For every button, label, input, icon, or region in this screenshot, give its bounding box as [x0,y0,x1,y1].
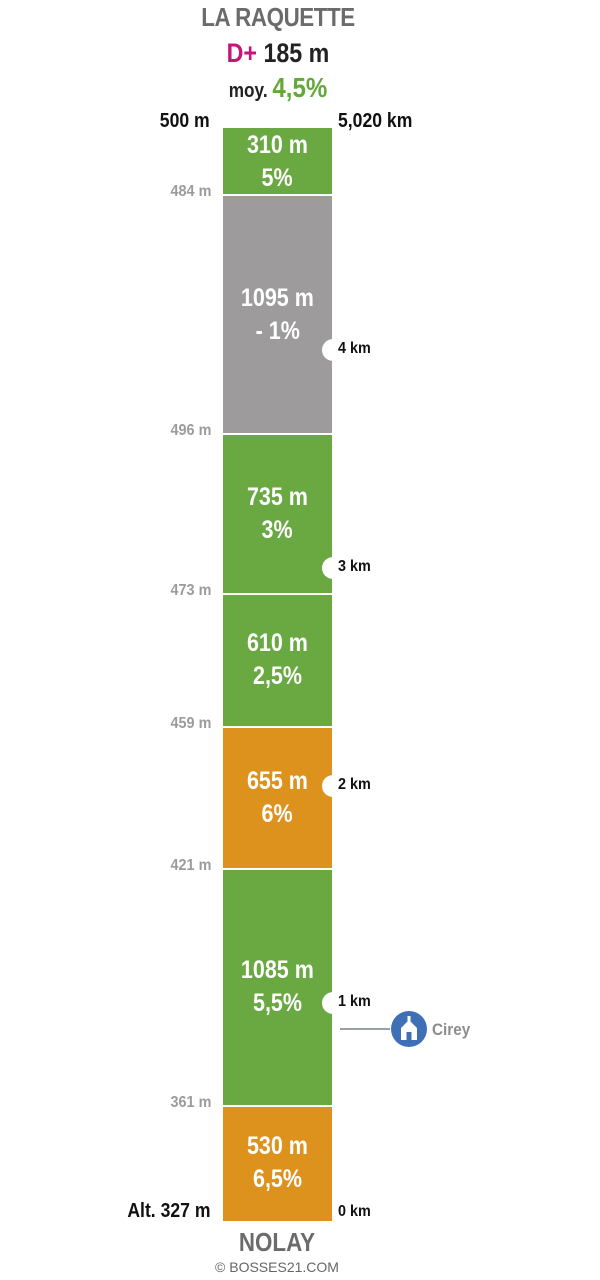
segment-6: 1095 m - 1% [223,195,332,434]
copyright: © BOSSES21.COM [215,1259,339,1275]
altitude-label: 361 m [170,1093,211,1111]
segment-divider [223,725,332,728]
km-marker-label: 1 km [338,993,371,1011]
segment-5: 735 m 3% [223,433,332,594]
segment-length: 1095 m [241,283,314,312]
km-marker-notch [322,556,344,579]
segment-gradient: 2,5% [252,662,302,691]
segment-1: 530 m 6,5% [223,1105,332,1221]
elevation-gain-prefix: D+ [226,38,258,68]
segment-4: 610 m 2,5% [223,593,332,727]
start-name: NOLAY [238,1227,316,1257]
average-gradient-value: 4,5% [272,72,328,103]
altitude-label: 484 m [170,183,211,201]
altitude-label: 421 m [170,857,211,875]
altitude-label: 496 m [170,421,211,439]
km-marker-label: 3 km [338,557,371,575]
segment-divider [223,194,332,197]
km-marker-notch [322,992,344,1015]
segment-3: 655 m 6% [223,726,332,870]
segment-length: 610 m [247,629,308,658]
start-distance: 0 km [338,1203,371,1220]
segment-divider [223,432,332,435]
segment-gradient: 6% [261,800,294,829]
segment-gradient: 3% [261,515,294,544]
average-gradient-prefix: moy. [228,80,268,102]
church-icon [391,1011,427,1047]
poi-name: Cirey [432,1020,471,1039]
altitude-label: 473 m [170,581,211,599]
climb-title: LA RAQUETTE [201,2,355,32]
poi-connector [340,1028,390,1030]
segment-gradient: - 1% [255,316,300,345]
segment-length: 530 m [247,1132,308,1161]
segment-2: 1085 m 5,5% [223,869,332,1106]
segment-length: 735 m [247,482,308,511]
average-gradient: moy. 4,5% [39,72,517,104]
elevation-gain: D+ 185 m [39,38,517,69]
segment-length: 1085 m [241,956,314,985]
total-distance: 5,020 km [338,110,413,132]
segment-divider [223,1104,332,1107]
start-altitude: Alt. 327 m [126,1200,210,1222]
elevation-gain-value: 185 m [263,38,330,68]
altitude-label: 459 m [170,714,211,732]
segment-gradient: 5,5% [252,989,302,1018]
summit-altitude: 500 m [160,110,210,132]
km-marker-notch [322,339,344,362]
segment-gradient: 6,5% [252,1165,302,1194]
km-marker-label: 2 km [338,775,371,793]
segment-gradient: 5% [261,163,294,192]
segment-divider [223,868,332,871]
segment-length: 310 m [247,130,308,159]
km-marker-label: 4 km [338,340,371,358]
segment-7: 310 m 5% [223,128,332,196]
segment-divider [223,592,332,595]
segment-length: 655 m [247,767,308,796]
km-marker-notch [322,774,344,797]
